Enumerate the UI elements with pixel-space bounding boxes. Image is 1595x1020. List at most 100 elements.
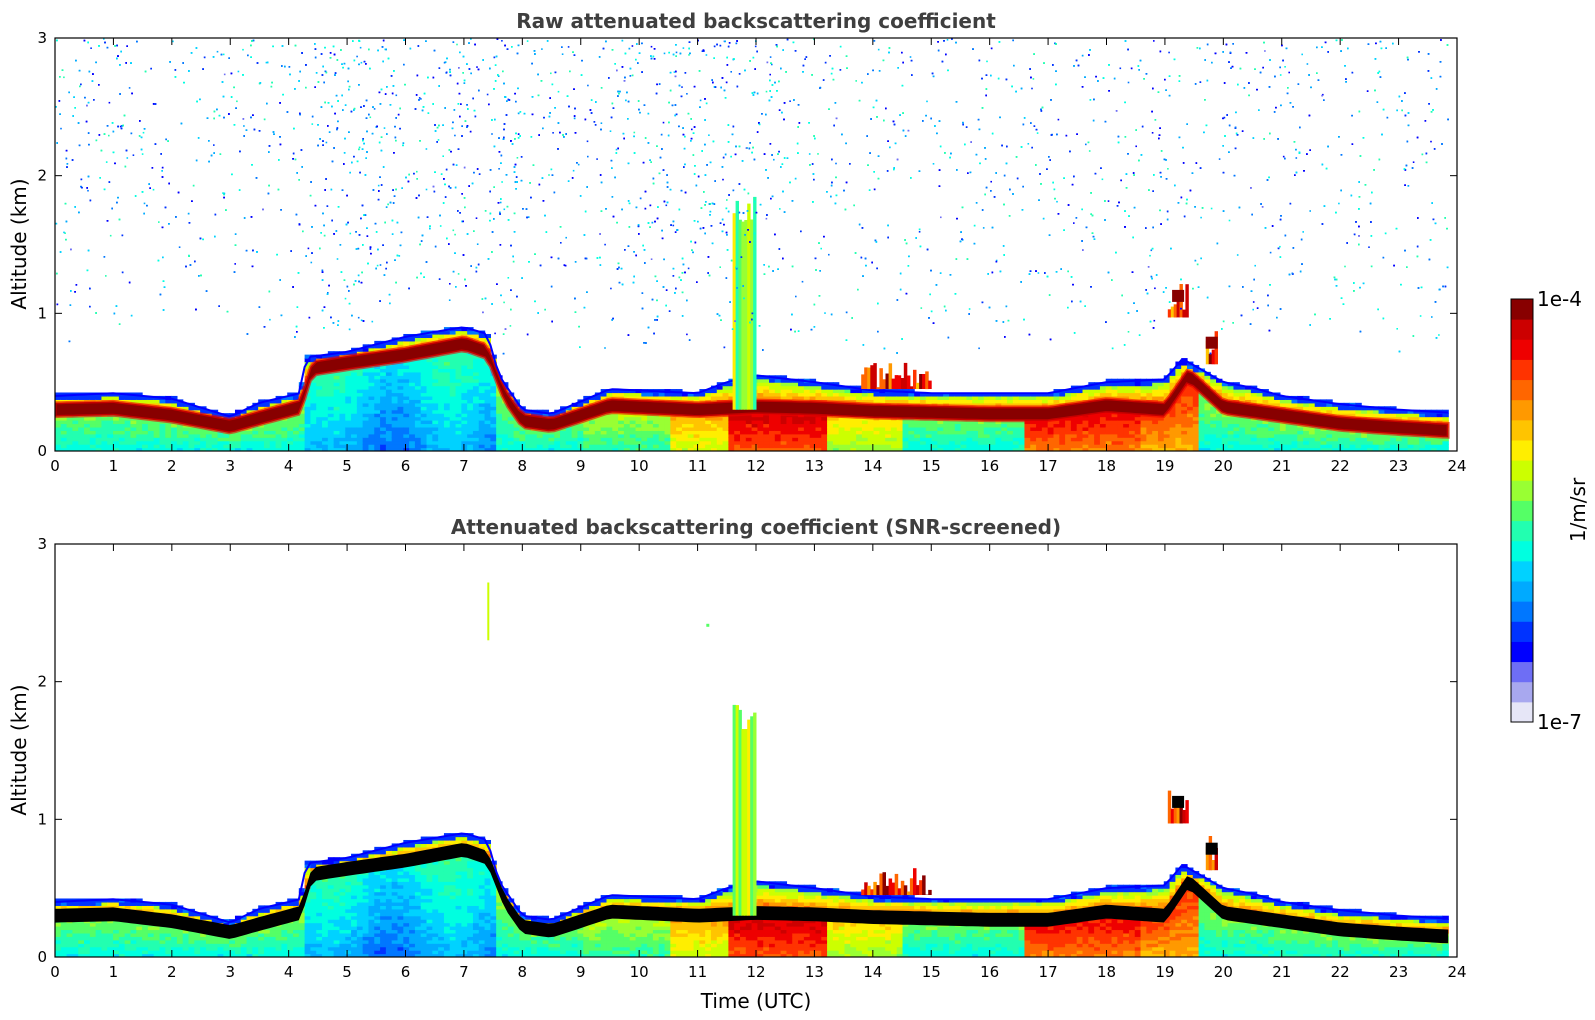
raw-cell — [722, 385, 729, 390]
raw-cell — [850, 423, 857, 428]
raw-cell — [72, 426, 79, 431]
raw-cell — [327, 409, 335, 414]
raw-cell — [362, 402, 370, 407]
raw-cell — [652, 433, 660, 438]
raw-cell — [66, 440, 74, 445]
raw-cell — [571, 447, 579, 451]
raw-cell — [827, 433, 834, 438]
raw-cell — [205, 437, 213, 442]
raw-cell — [1163, 447, 1171, 451]
raw-cell — [310, 447, 317, 451]
raw-cell — [1105, 413, 1113, 418]
raw-cell — [1401, 409, 1409, 414]
raw-cell — [1297, 444, 1304, 449]
raw-cell — [769, 426, 776, 431]
raw-cell — [908, 420, 915, 425]
raw-cell — [1175, 447, 1182, 451]
raw-noise-pixel — [216, 50, 219, 53]
raw-cell — [879, 437, 886, 442]
raw-cell — [798, 392, 805, 397]
raw-cell — [1065, 399, 1072, 404]
raw-cell — [1210, 430, 1217, 435]
raw-cell — [978, 399, 985, 404]
raw-cell — [490, 440, 497, 445]
raw-cell — [281, 430, 288, 435]
raw-cell — [298, 433, 306, 438]
raw-noise-pixel — [1036, 132, 1039, 134]
raw-cell — [525, 444, 532, 449]
raw-cell — [1181, 389, 1188, 394]
raw-cell — [1105, 437, 1113, 442]
raw-cell — [397, 382, 404, 387]
raw-cell — [391, 430, 399, 435]
raw-cell — [629, 440, 637, 445]
raw-cell — [1024, 423, 1031, 428]
raw-cell — [612, 420, 619, 425]
raw-cell — [368, 430, 375, 435]
raw-cell — [792, 426, 799, 431]
raw-cell — [705, 437, 712, 442]
raw-cell — [391, 382, 399, 387]
raw-cell — [1163, 440, 1171, 445]
raw-noise-pixel — [1419, 315, 1422, 317]
raw-cell — [1099, 392, 1107, 397]
raw-cell — [333, 375, 341, 380]
raw-cell — [577, 437, 584, 442]
raw-cell — [380, 440, 387, 445]
raw-cell — [171, 399, 178, 404]
raw-cell — [1291, 444, 1298, 449]
raw-cell — [722, 433, 729, 438]
raw-cell — [780, 378, 788, 383]
raw-cell — [1111, 416, 1118, 421]
raw-cell — [420, 358, 428, 363]
raw-cell — [118, 423, 126, 428]
raw-cell — [542, 413, 550, 418]
raw-cell — [925, 399, 933, 404]
raw-cell — [432, 361, 439, 366]
raw-cell — [873, 430, 880, 435]
raw-cell — [385, 371, 393, 376]
raw-cell — [577, 402, 584, 407]
raw-cell — [1036, 402, 1043, 407]
raw-cell — [1250, 392, 1258, 397]
raw-cell — [461, 358, 468, 363]
raw-cell — [531, 447, 538, 451]
raw-noise-pixel — [1107, 200, 1110, 202]
raw-cell — [1128, 444, 1136, 449]
raw-cell — [420, 368, 428, 373]
raw-cell — [89, 433, 97, 438]
raw-noise-pixel — [213, 144, 215, 146]
raw-cloud-core — [1205, 336, 1218, 349]
raw-cell — [1262, 420, 1269, 425]
raw-cell — [1012, 444, 1020, 449]
raw-cell — [832, 423, 840, 428]
raw-cell — [339, 375, 346, 380]
raw-cell — [1099, 440, 1107, 445]
raw-cell — [78, 440, 85, 445]
raw-cell — [194, 426, 201, 431]
raw-cell — [902, 433, 909, 438]
raw-cell — [832, 440, 840, 445]
raw-cell — [1187, 395, 1194, 400]
raw-cell — [1140, 440, 1147, 445]
raw-cell — [1442, 447, 1449, 451]
raw-cell — [455, 389, 462, 394]
raw-cell — [72, 444, 79, 449]
raw-cell — [774, 440, 782, 445]
raw-cell — [385, 399, 393, 404]
raw-cell — [420, 337, 428, 342]
raw-cell — [316, 437, 323, 442]
raw-cell — [896, 399, 904, 404]
raw-cell — [1105, 433, 1113, 438]
raw-cell — [1210, 406, 1217, 411]
raw-cell — [472, 395, 480, 400]
raw-noise-pixel — [105, 275, 107, 277]
raw-cell — [734, 447, 741, 451]
raw-cell — [896, 440, 904, 445]
raw-cell — [432, 395, 439, 400]
raw-cell — [449, 330, 457, 335]
raw-cell — [467, 433, 474, 438]
raw-cell — [171, 447, 178, 451]
raw-cell — [1332, 444, 1339, 449]
raw-cell — [316, 430, 323, 435]
